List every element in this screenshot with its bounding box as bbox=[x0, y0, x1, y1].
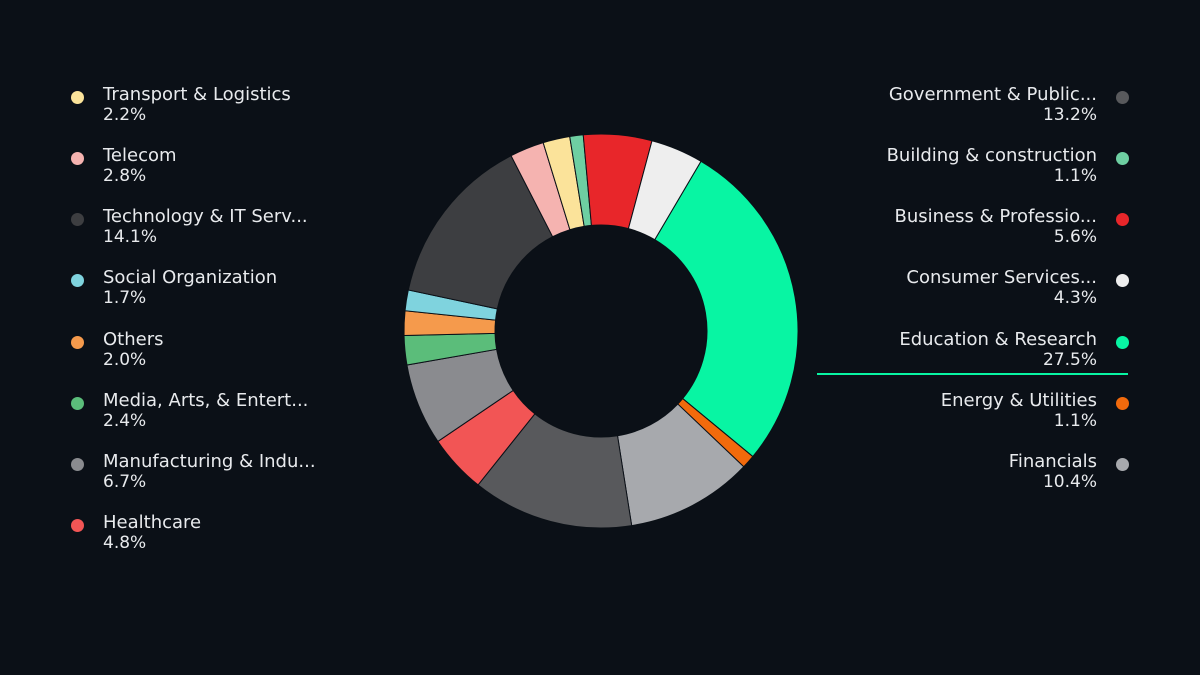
legend-dot-icon bbox=[71, 152, 84, 165]
legend-label: Media, Arts, & Entert... bbox=[103, 390, 309, 411]
legend-label: Transport & Logistics bbox=[103, 84, 291, 105]
legend-dot-icon bbox=[1116, 152, 1129, 165]
legend-label: Building & construction bbox=[886, 145, 1097, 166]
legend-dot-icon bbox=[1116, 274, 1129, 287]
legend-label: Others bbox=[103, 329, 164, 350]
legend-label: Telecom bbox=[103, 145, 177, 166]
legend-label: Manufacturing & Indu... bbox=[103, 451, 316, 472]
legend-dot-icon bbox=[1116, 458, 1129, 471]
slice-education-research[interactable] bbox=[654, 160, 799, 458]
slice-consumer-services[interactable] bbox=[627, 140, 702, 241]
legend-dot-icon bbox=[71, 91, 84, 104]
legend-label: Social Organization bbox=[103, 267, 278, 288]
legend-dot-icon bbox=[71, 458, 84, 471]
legend-percent: 1.7% bbox=[103, 288, 147, 308]
legend-dot-icon bbox=[71, 519, 84, 532]
legend-percent: 2.2% bbox=[103, 105, 147, 125]
legend-percent: 6.7% bbox=[103, 472, 147, 492]
legend-label: Business & Professio... bbox=[894, 206, 1097, 227]
legend-dot-icon bbox=[1116, 213, 1129, 226]
legend-label: Government & Public... bbox=[888, 84, 1097, 105]
legend-label: Education & Research bbox=[899, 329, 1097, 350]
legend-percent: 2.0% bbox=[103, 350, 147, 370]
legend-label: Financials bbox=[1008, 451, 1097, 472]
legend-percent: 2.4% bbox=[103, 411, 147, 431]
legend-label: Technology & IT Serv... bbox=[103, 206, 308, 227]
legend-percent: 1.1% bbox=[1053, 411, 1097, 431]
legend-dot-icon bbox=[1116, 336, 1129, 349]
legend-label: Healthcare bbox=[103, 512, 202, 533]
legend-percent: 13.2% bbox=[1042, 105, 1097, 125]
legend-dot-icon bbox=[71, 213, 84, 226]
legend-percent: 5.6% bbox=[1053, 227, 1097, 247]
legend-dot-icon bbox=[71, 336, 84, 349]
legend-percent: 1.1% bbox=[1053, 166, 1097, 186]
legend-percent: 14.1% bbox=[103, 227, 158, 247]
legend-percent: 4.8% bbox=[103, 533, 147, 553]
legend-percent: 27.5% bbox=[1042, 350, 1097, 370]
legend-label: Energy & Utilities bbox=[940, 390, 1097, 411]
legend-dot-icon bbox=[71, 397, 84, 410]
active-underline bbox=[817, 373, 1128, 375]
legend-percent: 10.4% bbox=[1042, 472, 1097, 492]
legend-percent: 4.3% bbox=[1053, 288, 1097, 308]
legend-dot-icon bbox=[1116, 91, 1129, 104]
legend-dot-icon bbox=[71, 274, 84, 287]
legend-dot-icon bbox=[1116, 397, 1129, 410]
legend-percent: 2.8% bbox=[103, 166, 147, 186]
legend-label: Consumer Services... bbox=[906, 267, 1097, 288]
